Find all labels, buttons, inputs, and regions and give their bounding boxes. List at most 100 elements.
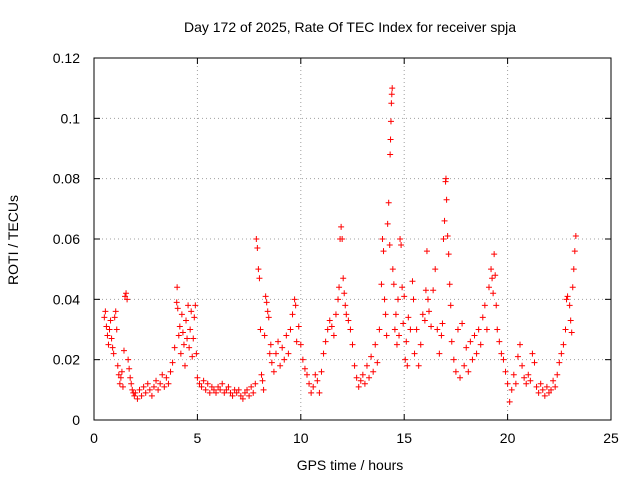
data-point <box>336 284 343 291</box>
x-tick-label: 25 <box>603 430 619 446</box>
data-point <box>188 308 195 315</box>
data-point <box>399 284 406 291</box>
data-point <box>266 350 273 357</box>
data-point <box>463 344 470 351</box>
data-point <box>370 368 377 375</box>
data-point <box>493 302 500 309</box>
data-point <box>387 151 394 158</box>
data-point <box>502 368 509 375</box>
data-point <box>444 232 451 239</box>
x-tick-label: 0 <box>90 430 98 446</box>
data-point <box>140 383 147 390</box>
data-point <box>178 311 185 318</box>
data-point <box>153 377 160 384</box>
data-point <box>353 374 360 381</box>
data-point <box>411 350 418 357</box>
data-point <box>564 293 571 300</box>
data-point <box>378 281 385 288</box>
data-point <box>184 335 191 342</box>
data-point <box>219 380 226 387</box>
data-point <box>183 317 190 324</box>
data-point <box>422 287 429 294</box>
data-point <box>508 386 515 393</box>
data-point <box>436 350 443 357</box>
data-point <box>255 266 262 273</box>
data-point <box>424 296 431 303</box>
data-point <box>136 386 143 393</box>
data-point <box>206 389 213 396</box>
data-point <box>562 326 569 333</box>
data-point <box>221 389 228 396</box>
data-point <box>342 302 349 309</box>
data-point <box>312 371 319 378</box>
grid-lines <box>94 58 611 420</box>
data-point <box>440 236 447 242</box>
data-point <box>390 281 397 288</box>
data-point <box>330 332 337 339</box>
data-point <box>186 344 193 351</box>
data-point <box>326 317 333 324</box>
data-point <box>320 350 327 357</box>
data-point <box>181 362 188 369</box>
data-point <box>387 118 394 125</box>
data-point <box>396 332 403 339</box>
data-point <box>275 338 282 345</box>
data-point <box>389 266 396 273</box>
data-point <box>277 362 284 369</box>
data-point <box>316 389 323 396</box>
data-point <box>394 296 401 303</box>
data-point <box>445 251 452 258</box>
y-tick-label: 0.08 <box>53 171 80 187</box>
data-point <box>368 353 375 360</box>
data-point <box>308 389 315 396</box>
data-point <box>223 386 230 393</box>
data-point <box>469 356 476 363</box>
data-point <box>174 284 181 291</box>
data-point <box>283 332 290 339</box>
data-point <box>535 389 542 396</box>
data-point <box>450 356 457 363</box>
data-point <box>428 323 435 330</box>
data-point <box>572 232 579 239</box>
data-point <box>189 353 196 360</box>
data-point <box>494 326 501 333</box>
data-point <box>265 314 272 321</box>
data-point <box>107 317 114 324</box>
data-point <box>173 299 180 306</box>
data-point <box>485 284 492 291</box>
data-point <box>292 302 299 309</box>
data-point <box>268 359 275 366</box>
data-point <box>191 314 198 321</box>
data-point <box>379 236 386 242</box>
y-tick-label: 0.02 <box>53 352 80 368</box>
data-point <box>475 326 482 333</box>
x-tick-labels: 0 5 10 15 20 25 <box>90 430 619 446</box>
data-point <box>407 326 414 333</box>
data-point <box>349 341 356 348</box>
data-point <box>363 362 370 369</box>
data-point <box>233 389 240 396</box>
data-point <box>398 242 405 249</box>
data-point <box>381 296 388 303</box>
data-point <box>448 338 455 345</box>
data-point <box>301 365 308 372</box>
data-point <box>389 85 396 92</box>
data-point <box>318 368 325 375</box>
data-point <box>525 371 532 378</box>
data-point <box>279 344 286 351</box>
data-point <box>430 287 437 294</box>
data-point <box>558 350 565 357</box>
data-point <box>159 371 166 378</box>
data-point <box>461 362 468 369</box>
y-tick-label: 0.04 <box>53 291 80 307</box>
data-point <box>441 217 448 224</box>
data-point <box>113 326 120 333</box>
data-point <box>187 326 194 333</box>
data-point <box>496 338 503 345</box>
data-point <box>554 371 561 378</box>
data-point <box>415 362 422 369</box>
data-point <box>568 329 575 336</box>
data-point <box>391 326 398 333</box>
data-point <box>194 374 201 381</box>
